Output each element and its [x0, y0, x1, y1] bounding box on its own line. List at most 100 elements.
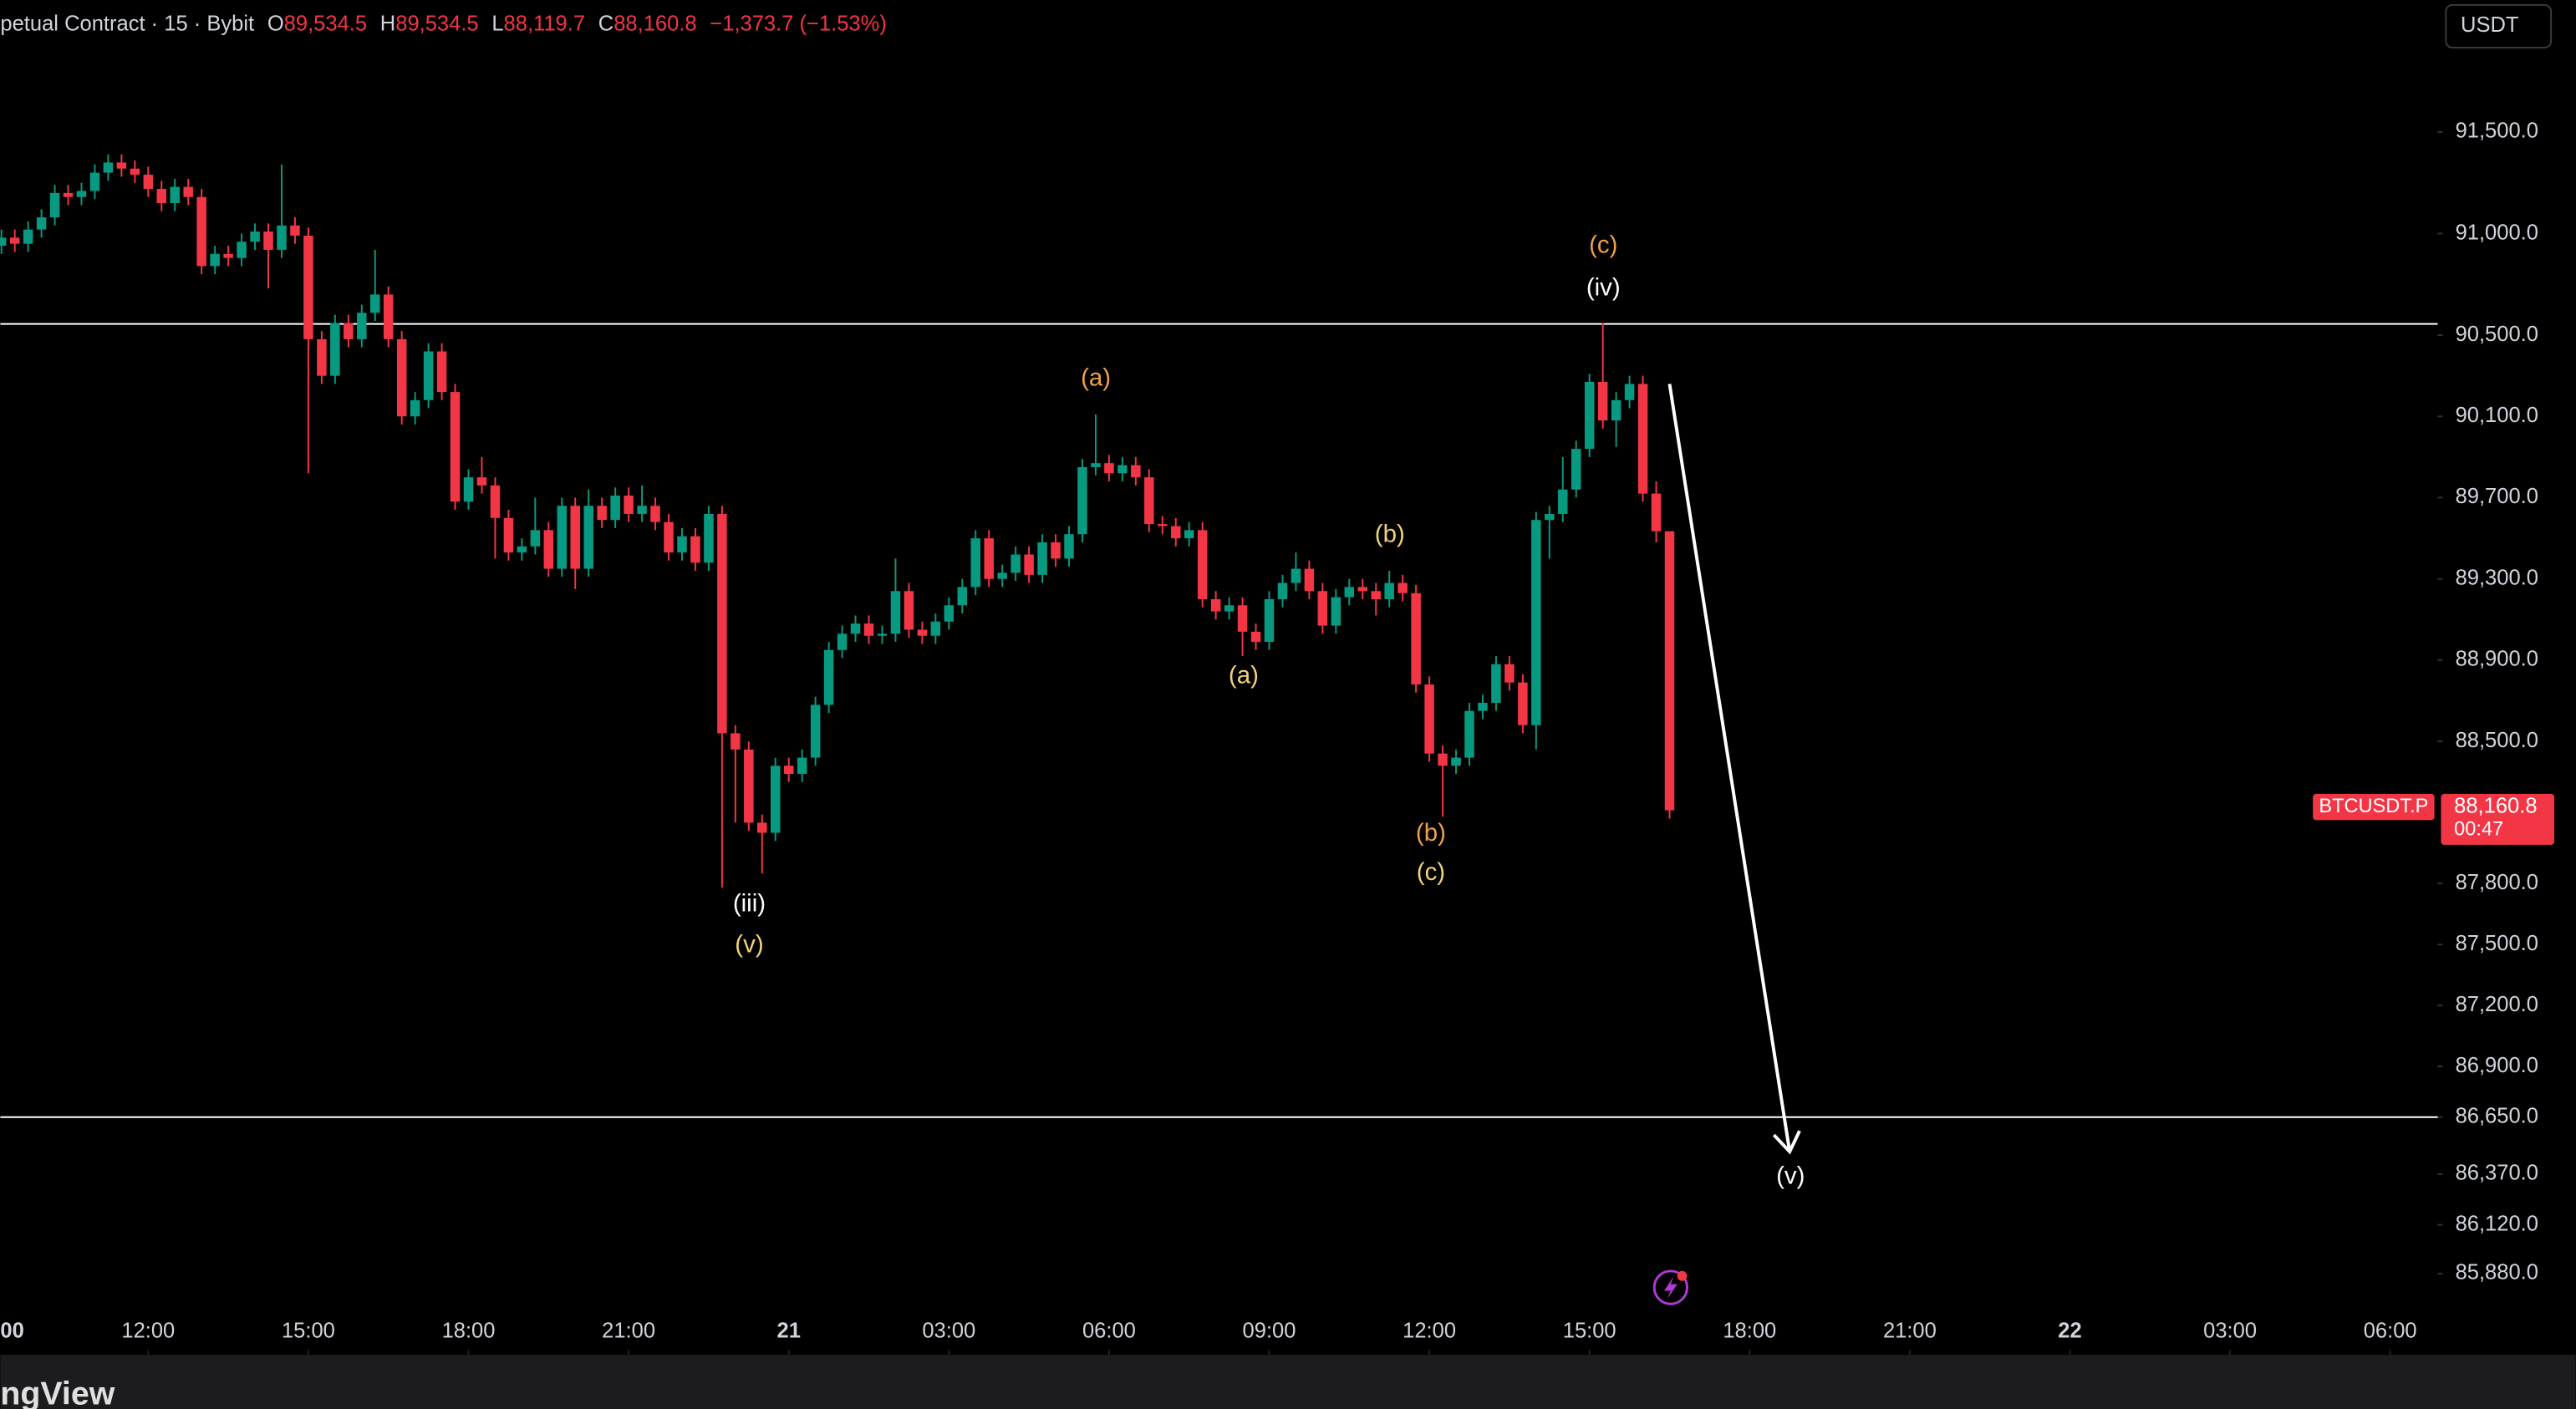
- candle-body: [89, 172, 100, 191]
- y-tick-label: 86,370.0: [2456, 1162, 2538, 1185]
- candle-body: [1611, 399, 1621, 421]
- candle-body: [1210, 599, 1221, 612]
- ohlc-key: O: [267, 12, 284, 35]
- candle-body: [210, 253, 220, 267]
- candle-body: [357, 313, 367, 339]
- x-tick-label: 12:00: [121, 1319, 175, 1342]
- y-tick-label: 88,900.0: [2456, 648, 2538, 671]
- icon-bolt[interactable]: [1663, 1275, 1677, 1300]
- projection-arrow: [1667, 384, 1792, 1152]
- candle-body: [997, 572, 1007, 579]
- candle-body: [290, 225, 300, 236]
- candle-body: [704, 513, 714, 563]
- currency-button[interactable]: USDT: [2445, 3, 2553, 48]
- candle-body: [156, 189, 167, 204]
- candle-body: [1371, 591, 1381, 600]
- candle-body: [63, 192, 74, 197]
- candle-body: [1397, 582, 1408, 593]
- icon-ring[interactable]: [1652, 1269, 1688, 1305]
- candle-body: [690, 536, 700, 563]
- candle-body: [463, 477, 474, 502]
- candle-body: [783, 766, 794, 775]
- ohlc-value: 89,534.5: [395, 12, 478, 35]
- candle-body: [1571, 449, 1581, 490]
- candle-body: [250, 231, 260, 242]
- candle-body: [797, 757, 807, 775]
- candle-body: [436, 351, 447, 393]
- candle-body: [1344, 587, 1355, 598]
- ohlc-key: C: [598, 12, 613, 35]
- candle-body: [770, 766, 781, 833]
- candle-body: [1464, 710, 1474, 758]
- y-tick-label: 89,300.0: [2456, 566, 2538, 589]
- x-tick-label: 15:00: [282, 1319, 335, 1342]
- candle-body: [517, 546, 527, 553]
- candle-body: [1584, 381, 1595, 450]
- price-tag: BTCUSDT.P 88,160.8 00:47: [2313, 793, 2555, 845]
- y-tick-label: 91,000.0: [2456, 221, 2538, 244]
- candle-body: [624, 496, 634, 514]
- countdown-label: 00:47: [2454, 817, 2503, 839]
- y-tick-label: 90,100.0: [2456, 404, 2538, 427]
- y-tick-label: 90,500.0: [2456, 323, 2538, 346]
- x-tick-label: 22: [2058, 1319, 2081, 1342]
- candle-body: [731, 733, 741, 750]
- candle-body: [1304, 568, 1315, 592]
- candle-body: [837, 633, 848, 650]
- candle-body: [944, 605, 955, 622]
- x-tick-label: 06:00: [1082, 1319, 1136, 1342]
- candle-body: [664, 521, 674, 553]
- candle-body: [0, 237, 7, 247]
- candle-body: [570, 506, 580, 569]
- alert-icon[interactable]: [1652, 1269, 1688, 1305]
- candle-body: [1064, 534, 1074, 559]
- y-tick-label: 86,650.0: [2456, 1105, 2538, 1128]
- candle-body: [583, 506, 593, 569]
- candle-body: [1091, 463, 1101, 468]
- candle-body: [23, 229, 33, 244]
- x-tick-label: 12:00: [1403, 1319, 1456, 1342]
- x-tick-label: 21:00: [602, 1319, 655, 1342]
- candle-body: [237, 242, 247, 258]
- candle-body: [1558, 489, 1568, 514]
- candle-body: [1264, 599, 1275, 643]
- icon-dot[interactable]: [1677, 1270, 1688, 1281]
- wave-label: (iii): [733, 890, 766, 918]
- y-tick-label: 86,900.0: [2456, 1054, 2538, 1077]
- candle-body: [1504, 664, 1515, 683]
- candle-body: [344, 323, 354, 339]
- candle-body: [1250, 631, 1261, 643]
- button-label[interactable]: USDT: [2461, 13, 2519, 37]
- candle-body: [970, 538, 980, 588]
- candle-body: [823, 649, 834, 705]
- candle-body: [1077, 467, 1087, 535]
- candle-body: [330, 323, 340, 376]
- candle-body: [1011, 554, 1021, 573]
- candle-body: [1277, 582, 1288, 600]
- candle-body: [9, 237, 20, 244]
- candle-body: [1024, 554, 1034, 575]
- wave-label: (iv): [1586, 274, 1621, 302]
- candle-body: [503, 517, 514, 553]
- candle-body: [383, 294, 394, 339]
- candle-body: [1478, 702, 1488, 711]
- candle-body: [890, 591, 901, 634]
- legend-header: petual Contract · 15 · Bybit O89,534.5 H89…: [0, 12, 886, 35]
- button-frame[interactable]: [2445, 3, 2553, 48]
- candle-body: [984, 538, 994, 579]
- symbol-info: petual Contract · 15 · Bybit: [0, 12, 254, 35]
- x-tick-label: 06:00: [2364, 1319, 2417, 1342]
- candle-body: [1197, 530, 1208, 600]
- candle-body: [1224, 605, 1235, 612]
- footer-bar: [0, 1355, 2576, 1409]
- wave-label: (v): [1776, 1162, 1805, 1190]
- candle-body: [317, 338, 327, 376]
- wave-label: (b): [1375, 520, 1405, 547]
- candle-body: [490, 485, 501, 518]
- candle-body: [223, 253, 233, 258]
- candle-body: [450, 392, 461, 502]
- x-tick-label: 15:00: [1563, 1319, 1616, 1342]
- candle-body: [1357, 587, 1368, 592]
- x-tick-label: 09:00: [1243, 1319, 1296, 1342]
